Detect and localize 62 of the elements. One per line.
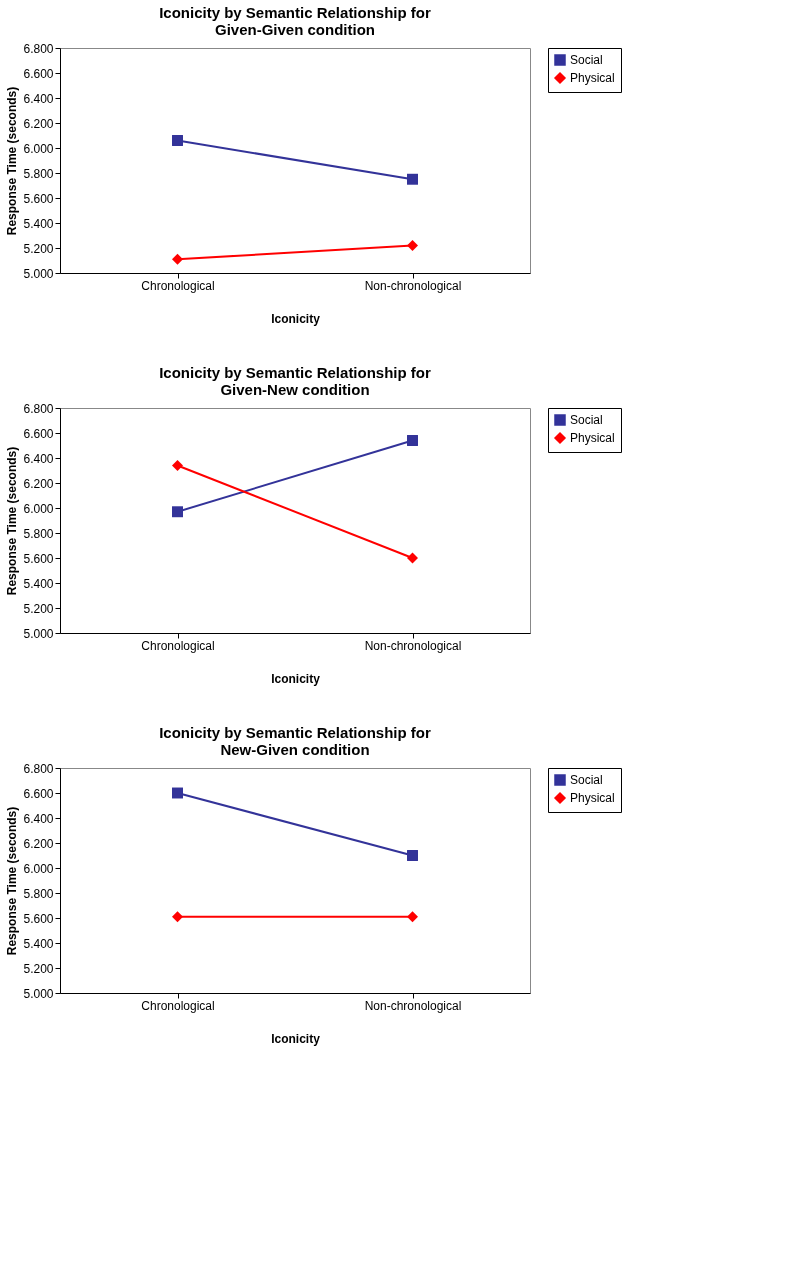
x-tick-label: Non-chronological [364, 998, 462, 1013]
legend-label: Physical [570, 791, 615, 805]
x-axis-title: Iconicity [271, 1031, 321, 1046]
x-tick-label: Chronological [141, 638, 215, 653]
legend-label: Social [570, 413, 603, 427]
y-tick-label: 6.800 [23, 401, 54, 416]
chart-title: Iconicity by Semantic Relationship for Given-Given condition [159, 4, 432, 38]
y-tick-label: 5.600 [23, 191, 54, 206]
point [172, 506, 183, 518]
point [407, 173, 418, 185]
y-axis-title: Response Time (seconds) [5, 86, 20, 236]
y-tick-label: 5.800 [23, 886, 54, 901]
point [172, 787, 183, 799]
point [407, 240, 418, 251]
legend-label: Physical [570, 71, 615, 85]
y-tick-label: 6.200 [23, 116, 54, 131]
y-tick-label: 5.200 [23, 961, 54, 976]
y-tick-label: 6.000 [23, 141, 54, 156]
point [172, 911, 183, 923]
point [172, 253, 183, 265]
x-axis-title: Iconicity [271, 671, 321, 686]
y-tick-label: 5.200 [23, 241, 54, 256]
y-tick-label: 6.600 [23, 66, 54, 81]
y-tick-label: 5.800 [23, 526, 54, 541]
point [172, 460, 183, 471]
y-tick-label: 5.400 [23, 576, 54, 591]
x-tick-label: Non-chronological [364, 278, 462, 293]
legend-label: Social [570, 53, 603, 67]
legend-label: Physical [570, 431, 615, 445]
y-tick-label: 6.800 [23, 761, 54, 776]
y-tick-label: 6.400 [23, 811, 54, 826]
y-tick-label: 6.400 [23, 91, 54, 106]
point [407, 850, 418, 861]
y-tick-label: 6.400 [23, 451, 54, 466]
y-tick-label: 6.200 [23, 476, 54, 491]
x-tick-label: Non-chronological [364, 638, 462, 653]
y-tick-label: 6.800 [23, 41, 54, 56]
y-tick-label: 5.400 [23, 936, 54, 951]
y-tick-label: 6.600 [23, 786, 54, 801]
y-tick-label: 6.600 [23, 426, 54, 441]
y-tick-label: 5.400 [23, 216, 54, 231]
legend-label: Social [570, 773, 603, 787]
y-tick-label: 5.600 [23, 911, 54, 926]
y-tick-label: 6.000 [23, 501, 54, 516]
y-tick-label: 5.800 [23, 166, 54, 181]
point [407, 435, 418, 446]
y-tick-label: 5.000 [23, 266, 54, 281]
y-tick-label: 5.000 [23, 626, 54, 641]
y-tick-label: 5.000 [23, 986, 54, 1001]
point [172, 135, 183, 146]
point [407, 911, 418, 923]
x-axis-title: Iconicity [271, 311, 321, 326]
y-tick-label: 6.000 [23, 861, 54, 876]
y-tick-label: 5.600 [23, 551, 54, 566]
chart-title: Iconicity by Semantic Relationship for Given-New condition [159, 364, 432, 398]
y-axis-title: Response Time (seconds) [5, 446, 20, 596]
y-tick-label: 5.200 [23, 601, 54, 616]
y-axis-title: Response Time (seconds) [5, 806, 20, 956]
chart-title: Iconicity by Semantic Relationship for New-Given condition [159, 724, 432, 758]
x-tick-label: Chronological [141, 278, 215, 293]
x-tick-label: Chronological [141, 998, 215, 1013]
y-tick-label: 6.200 [23, 836, 54, 851]
